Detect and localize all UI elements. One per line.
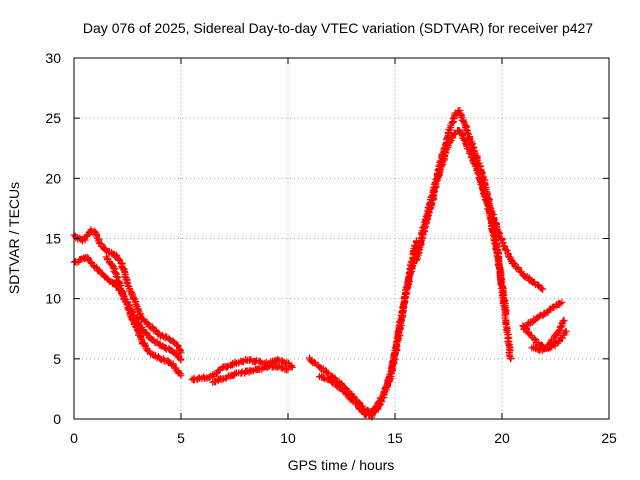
y-axis-label: SDTVAR / TECUs: [6, 182, 22, 294]
y-tick-labels: 0 5 10 15 20 25 30: [45, 50, 61, 427]
x-tick-label: 5: [177, 430, 185, 446]
axis-ticks: [73, 57, 610, 420]
x-tick-labels: 0 5 10 15 20 25: [70, 430, 617, 446]
data-points: [70, 107, 570, 421]
x-tick-label: 0: [70, 430, 78, 446]
x-tick-label: 25: [601, 430, 617, 446]
y-tick-label: 20: [45, 170, 61, 186]
x-tick-label: 15: [387, 430, 403, 446]
y-tick-label: 5: [53, 351, 61, 367]
data-series-track-lower: [102, 253, 185, 380]
data-series-tail-c: [528, 316, 568, 355]
x-tick-label: 10: [280, 430, 296, 446]
data-series-decline-a: [476, 175, 547, 293]
data-series-trough-a: [188, 355, 296, 384]
chart-title: Day 076 of 2025, Sidereal Day-to-day VTE…: [83, 20, 593, 36]
y-tick-label: 25: [45, 110, 61, 126]
y-tick-label: 30: [45, 50, 61, 66]
data-series-tail-b: [520, 298, 566, 333]
y-tick-label: 15: [45, 231, 61, 247]
data-series-trough-d: [316, 237, 420, 421]
y-tick-label: 0: [53, 411, 61, 427]
x-tick-label: 20: [494, 430, 510, 446]
y-tick-label: 10: [45, 291, 61, 307]
data-series-trough-b: [209, 362, 292, 386]
x-axis-label: GPS time / hours: [288, 457, 395, 473]
